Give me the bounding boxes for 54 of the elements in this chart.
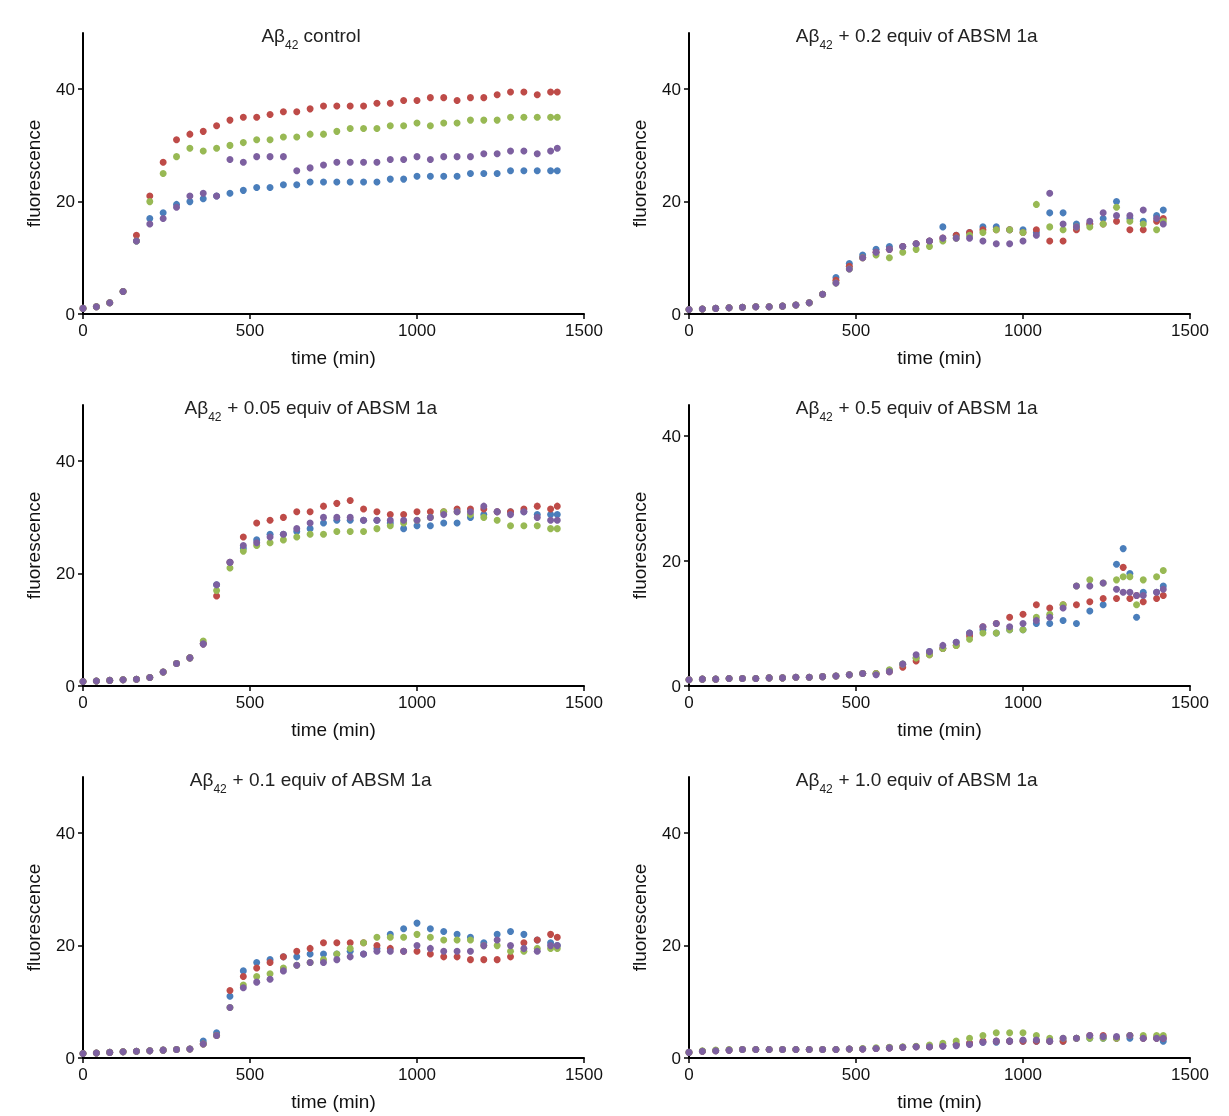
x-tick-label: 1500 [1171, 693, 1209, 712]
x-tick-label: 0 [684, 321, 694, 340]
x-tick-label: 0 [684, 693, 694, 712]
x-axis-title: time (min) [291, 719, 376, 740]
x-axis-title: time (min) [291, 347, 376, 368]
x-tick-label: 1000 [1004, 321, 1042, 340]
x-tick-label: 0 [78, 693, 88, 712]
y-tick-label: 0 [671, 676, 681, 696]
x-tick-label: 1000 [1004, 1065, 1042, 1084]
y-tick-label: 0 [65, 304, 75, 324]
y-tick-label: 0 [671, 304, 681, 324]
y-axis-title: fluorescence [23, 863, 44, 972]
y-axis-title: fluorescence [23, 119, 44, 228]
x-tick-label: 500 [841, 1065, 871, 1084]
y-tick-label: 20 [662, 192, 681, 212]
x-tick-label: 1000 [1004, 693, 1042, 712]
x-tick-label: 500 [235, 693, 265, 712]
x-tick-label: 1000 [398, 1065, 436, 1084]
x-tick-label: 1000 [398, 693, 436, 712]
y-tick-label: 40 [56, 79, 75, 99]
x-tick-label: 1500 [565, 1065, 603, 1084]
y-tick-label: 20 [56, 564, 75, 584]
x-tick-label: 0 [684, 1065, 694, 1084]
x-axis-title: time (min) [897, 1091, 982, 1112]
x-tick-label: 1500 [565, 693, 603, 712]
y-tick-label: 40 [56, 823, 75, 843]
x-tick-label: 500 [235, 321, 265, 340]
y-axis-title: fluorescence [629, 863, 650, 972]
y-axis-title: fluorescence [629, 119, 650, 228]
x-tick-label: 1000 [398, 321, 436, 340]
x-tick-label: 0 [78, 321, 88, 340]
y-tick-label: 20 [662, 936, 681, 956]
y-tick-label: 40 [662, 426, 681, 446]
y-tick-label: 0 [671, 1048, 681, 1068]
y-tick-label: 40 [56, 451, 75, 471]
y-axis-title: fluorescence [23, 491, 44, 600]
x-tick-label: 1500 [565, 321, 603, 340]
x-tick-label: 500 [841, 693, 871, 712]
y-tick-label: 0 [65, 676, 75, 696]
x-axis-title: time (min) [291, 1091, 376, 1112]
y-axis-title: fluorescence [629, 491, 650, 600]
y-tick-label: 20 [56, 936, 75, 956]
x-tick-label: 500 [235, 1065, 265, 1084]
y-tick-label: 40 [662, 823, 681, 843]
y-tick-label: 20 [662, 551, 681, 571]
x-tick-label: 500 [841, 321, 871, 340]
x-tick-label: 0 [78, 1065, 88, 1084]
x-axis-title: time (min) [897, 347, 982, 368]
x-tick-label: 1500 [1171, 1065, 1209, 1084]
x-axis-title: time (min) [897, 719, 982, 740]
x-tick-label: 1500 [1171, 321, 1209, 340]
y-tick-label: 0 [65, 1048, 75, 1068]
y-tick-label: 40 [662, 79, 681, 99]
y-tick-label: 20 [56, 192, 75, 212]
